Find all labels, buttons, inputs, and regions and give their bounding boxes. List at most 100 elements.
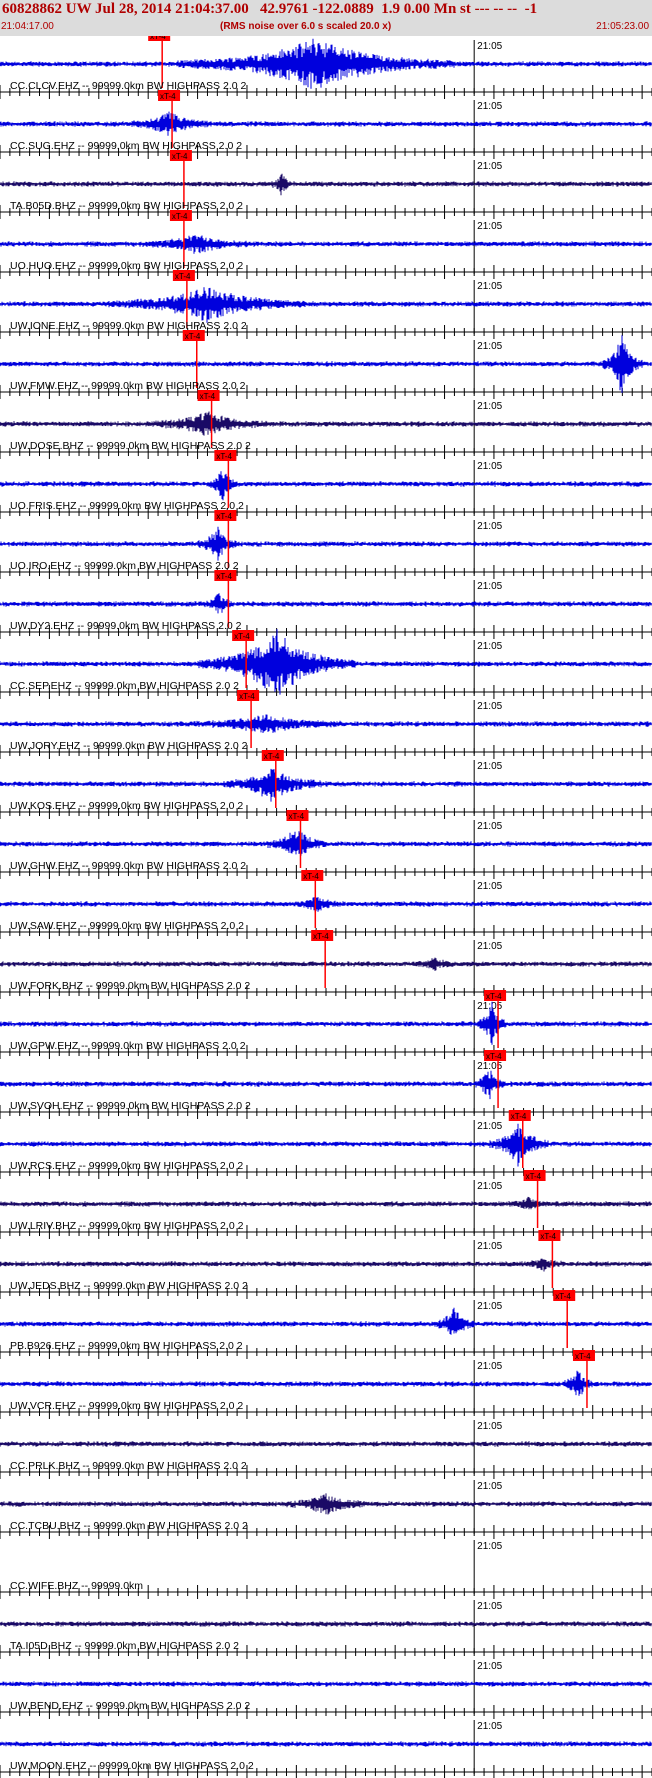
trace-row: 21:05 xT-4 UW.RCS.EHZ -- 99999.0km BW HIGH… — [0, 1110, 652, 1179]
waveform — [0, 768, 652, 802]
pick-label: xT-4 — [150, 36, 166, 41]
minute-label: 21:05 — [477, 281, 502, 292]
pick-label: xT-4 — [486, 1052, 502, 1061]
waveform — [0, 287, 652, 323]
station-label: UW.MOON.EHZ -- 99999.0km BW HIGHPASS 2.0… — [10, 1760, 254, 1772]
station-label: UW.RCS.EHZ -- 99999.0km BW HIGHPASS 2.0 … — [10, 1160, 243, 1172]
station-label: UW.JORY.EHZ -- 99999.0km BW HIGHPASS 2.0… — [10, 740, 248, 752]
minute-label: 21:05 — [477, 1181, 502, 1192]
station-label: UW.VCR.EHZ -- 99999.0km BW HIGHPASS 2.0 … — [10, 1400, 243, 1412]
pick-label: xT-4 — [239, 692, 255, 701]
header-bar: 60828862 UW Jul 28, 2014 21:04:37.00 42.… — [0, 0, 652, 36]
pick-label: xT-4 — [172, 152, 188, 161]
pick-label: xT-4 — [216, 452, 232, 461]
minute-label: 21:05 — [477, 641, 502, 652]
minute-label: 21:05 — [477, 761, 502, 772]
trace-row: 21:05 xT-4 UW.GHW.EHZ -- 99999.0km BW HIGH… — [0, 810, 652, 879]
station-label: UW.GHW.EHZ -- 99999.0km BW HIGHPASS 2.0 … — [10, 860, 246, 872]
station-label: CC.PRLK.BHZ -- 99999.0km BW HIGHPASS 2.0… — [10, 1460, 247, 1472]
trace-row: 21:05 xT-4 UW.JEDS.BHZ -- 99999.0km BW HIG… — [0, 1230, 652, 1299]
minute-label: 21:05 — [477, 941, 502, 952]
trace-row: 21:05 CC.PRLK.BHZ -- 99999.0km BW HIGHPAS… — [0, 1420, 652, 1479]
station-label: CC.SEP.EHZ -- 99999.0km BW HIGHPASS 2.0 … — [10, 680, 239, 692]
station-label: UW.LRIV.BHZ -- 99999.0km BW HIGHPASS 2.0… — [10, 1220, 244, 1232]
pick-flag — [261, 750, 284, 761]
minute-label: 21:05 — [477, 1661, 502, 1672]
pick-flag — [232, 630, 255, 641]
minute-label: 21:05 — [477, 221, 502, 232]
minute-label: 21:05 — [477, 1121, 502, 1132]
station-label: UW.KOS.EHZ -- 99999.0km BW HIGHPASS 2.0 … — [10, 800, 243, 812]
minute-label: 21:05 — [477, 521, 502, 532]
pick-label: xT-4 — [200, 392, 216, 401]
station-label: CC.WIFE.BHZ -- 99999.0km — [10, 1580, 143, 1592]
waveform — [0, 1070, 652, 1100]
trace-row: 21:05 UW.BEND.EHZ -- 99999.0km BW HIGHPAS… — [0, 1660, 652, 1719]
trace-row: 21:05 xT-4UW.IONE.EHZ -- 99999.0km BW HIG… — [0, 270, 652, 339]
pick-flag — [182, 330, 205, 341]
trace-row: 21:05 xT-4 UW.SAW.EHZ -- 99999.0km BW HIGH… — [0, 870, 652, 939]
pick-label: xT-4 — [526, 1172, 542, 1181]
trace-row: 21:05 UW.MOON.EHZ -- 99999.0km BW HIGHPAS… — [0, 1720, 652, 1778]
waveform — [0, 831, 652, 856]
pick-label: xT-4 — [540, 1232, 556, 1241]
station-label: CC.SUG.EHZ -- 99999.0km BW HIGHPASS 2.0 … — [10, 140, 242, 152]
station-label: UW.SAW.EHZ -- 99999.0km BW HIGHPASS 2.0 … — [10, 920, 244, 932]
pick-flag — [311, 930, 334, 941]
minute-label: 21:05 — [477, 161, 502, 172]
pick-flag — [237, 690, 260, 701]
pick-flag — [523, 1170, 546, 1181]
start-time-label: 21:04:17.00 — [1, 21, 54, 32]
pick-flag — [214, 510, 237, 521]
station-label: TA.B05D.BHZ -- 99999.0km BW HIGHPASS 2.0… — [10, 200, 243, 212]
waveform — [0, 897, 652, 913]
pick-label: xT-4 — [264, 752, 280, 761]
station-label: UW.BEND.EHZ -- 99999.0km BW HIGHPASS 2.0… — [10, 1700, 250, 1712]
pick-flag — [172, 270, 195, 281]
minute-label: 21:05 — [477, 341, 502, 352]
station-label: PB.B926.EHZ -- 99999.0km BW HIGHPASS 2.0… — [10, 1340, 243, 1352]
waveform — [0, 1196, 652, 1210]
pick-label: xT-4 — [216, 572, 232, 581]
station-label: UW.DOSE.BHZ -- 99999.0km BW HIGHPASS 2.0… — [10, 440, 251, 452]
station-label: UO.FRIS.EHZ -- 99999.0km BW HIGHPASS 2.0… — [10, 500, 244, 512]
pick-flag — [484, 990, 507, 1001]
station-label: TA.I05D.BHZ -- 99999.0km BW HIGHPASS 2.0… — [10, 1640, 239, 1652]
pick-label: xT-4 — [313, 932, 329, 941]
minute-label: 21:05 — [477, 821, 502, 832]
minute-label: 21:05 — [477, 1301, 502, 1312]
station-label: UW.DY2.EHZ -- 99999.0km BW HIGHPASS 2.0 … — [10, 620, 242, 632]
pick-flag — [538, 1230, 561, 1241]
trace-row: 21:05 xT-4 PB.B926.EHZ -- 99999.0km BW HIG… — [0, 1290, 652, 1359]
pick-flag — [301, 870, 324, 881]
trace-row: 21:05 CC.WIFE.BHZ -- 99999.0km — [0, 1540, 652, 1599]
minute-label: 21:05 — [477, 1601, 502, 1612]
station-label: UW.IONE.EHZ -- 99999.0km BW HIGHPASS 2.0… — [10, 320, 247, 332]
trace-row: 21:05 xT-4UO.IRO.EHZ -- 99999.0km BW HIGH… — [0, 510, 652, 579]
trace-row: 21:05 CC.TCBU.BHZ -- 99999.0km BW HIGHPAS… — [0, 1480, 652, 1539]
trace-row: 21:05 xT-4 UW.VCR.EHZ -- 99999.0km BW HIGH… — [0, 1350, 652, 1419]
minute-label: 21:05 — [477, 1721, 502, 1732]
pick-flag — [508, 1110, 531, 1121]
pick-label: xT-4 — [288, 812, 304, 821]
minute-label: 21:05 — [477, 1361, 502, 1372]
pick-label: xT-4 — [185, 332, 201, 341]
end-time-label: 21:05:23.00 — [596, 21, 649, 32]
pick-label: xT-4 — [555, 1292, 571, 1301]
pick-label: xT-4 — [511, 1112, 527, 1121]
pick-label: xT-4 — [172, 212, 188, 221]
pick-flag — [484, 1050, 507, 1061]
pick-label: xT-4 — [486, 992, 502, 1001]
minute-label: 21:05 — [477, 41, 502, 52]
station-label: UW.JEDS.BHZ -- 99999.0km BW HIGHPASS 2.0… — [10, 1280, 248, 1292]
trace-row: 21:05 xT-4 UW.JORY.EHZ -- 99999.0km BW HIG… — [0, 690, 652, 759]
waveform — [0, 1307, 652, 1335]
station-label: UO.IRO.EHZ -- 99999.0km BW HIGHPASS 2.0 … — [10, 560, 239, 572]
